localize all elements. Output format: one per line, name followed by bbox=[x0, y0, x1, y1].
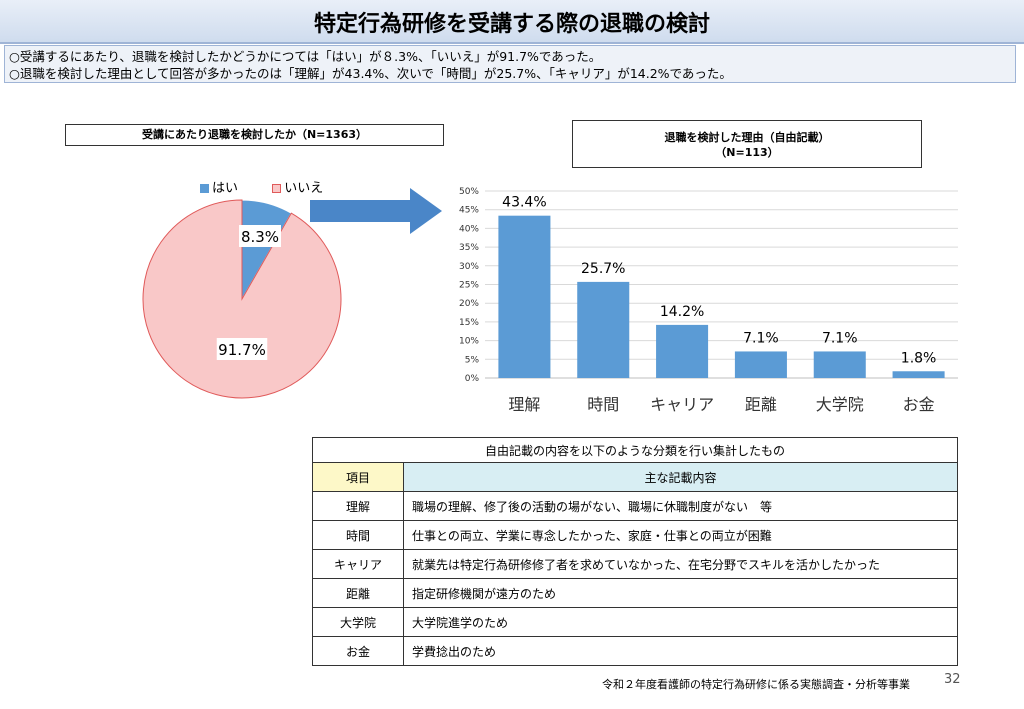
table-row: 大学院 大学院進学のため bbox=[312, 607, 958, 637]
x-category-label-4: 大学院 bbox=[816, 395, 864, 414]
table-cell-item: お金 bbox=[312, 636, 404, 666]
table-row: キャリア 就業先は特定行為研修修了者を求めていなかった、在宅分野でスキルを活かし… bbox=[312, 549, 958, 579]
legend-swatch-yes bbox=[200, 184, 209, 193]
table-caption: 自由記載の内容を以下のような分類を行い集計したもの bbox=[312, 437, 958, 463]
table-row: 時間 仕事との両立、学業に専念したかった、家庭・仕事との両立が困難 bbox=[312, 520, 958, 550]
category-table: 自由記載の内容を以下のような分類を行い集計したもの 項目 主な記載内容 理解 職… bbox=[312, 437, 958, 666]
table-cell-content: 学費捻出のため bbox=[403, 636, 958, 666]
footer-text: 令和２年度看護師の特定行為研修に係る実態調査・分析等事業 bbox=[602, 678, 910, 691]
bar-0 bbox=[498, 215, 551, 378]
x-category-label-1: 時間 bbox=[587, 395, 619, 414]
y-tick-label: 40% bbox=[459, 224, 479, 234]
table-row: 距離 指定研修機関が遠方のため bbox=[312, 578, 958, 608]
arrow-icon bbox=[310, 188, 442, 234]
y-tick-label: 35% bbox=[459, 243, 479, 253]
y-tick-label: 20% bbox=[459, 299, 479, 309]
table-cell-content: 大学院進学のため bbox=[403, 607, 958, 637]
bar-data-label-2: 14.2% bbox=[660, 304, 704, 320]
y-tick-label: 30% bbox=[459, 262, 479, 272]
bar-5 bbox=[892, 371, 945, 378]
table-cell-item: 大学院 bbox=[312, 607, 404, 637]
y-tick-label: 10% bbox=[459, 337, 479, 347]
pie-slice-1 bbox=[142, 199, 342, 399]
summary-box: ○受講するにあたり、退職を検討したかどうかにつては「はい」が８.3%、「いいえ」… bbox=[4, 45, 1016, 83]
page-title: 特定行為研修を受講する際の退職の検討 bbox=[313, 12, 710, 37]
table-row: 理解 職場の理解、修了後の活動の場がない、職場に休職制度がない 等 bbox=[312, 491, 958, 521]
table-cell-content: 職場の理解、修了後の活動の場がない、職場に休職制度がない 等 bbox=[403, 491, 958, 521]
table-cell-item: 時間 bbox=[312, 520, 404, 550]
bar-1 bbox=[577, 281, 630, 378]
table-cell-content: 指定研修機関が遠方のため bbox=[403, 578, 958, 608]
bar-data-label-4: 7.1% bbox=[822, 330, 858, 346]
table-cell-item: キャリア bbox=[312, 549, 404, 579]
y-tick-label: 15% bbox=[459, 318, 479, 328]
pie-title-box: 受講にあたり退職を検討したか（N=1363） bbox=[65, 124, 444, 146]
bar-chart: 0% 5% 10% 15% 20% 25% 30% 35% 40% 45% 50% 43.4% 理解 25… bbox=[459, 187, 958, 414]
x-category-label-3: 距離 bbox=[745, 395, 777, 414]
title-bar bbox=[0, 0, 1024, 44]
x-category-label-2: キャリア bbox=[650, 395, 714, 414]
legend-label-yes: はい bbox=[212, 181, 239, 196]
summary-line-2: ○退職を検討した理由として回答が多かったのは「理解」が43.4%、次いで「時間」… bbox=[9, 66, 732, 81]
bar-2 bbox=[656, 324, 709, 378]
pie-data-label-0: 8.3% bbox=[241, 228, 279, 246]
pie-title: 受講にあたり退職を検討したか（N=1363） bbox=[141, 128, 368, 141]
table-cell-item: 距離 bbox=[312, 578, 404, 608]
x-category-label-0: 理解 bbox=[508, 395, 540, 414]
bar-4 bbox=[813, 351, 866, 378]
bar-title-line-2: （N=113） bbox=[715, 146, 779, 159]
table-row: お金 学費捻出のため bbox=[312, 636, 958, 666]
table-cell-content: 仕事との両立、学業に専念したかった、家庭・仕事との両立が困難 bbox=[403, 520, 958, 550]
pie-legend: はい いいえ bbox=[200, 177, 323, 196]
pie-chart: 8.3% 91.7% bbox=[142, 199, 342, 399]
bar-data-label-0: 43.4% bbox=[502, 195, 546, 211]
y-tick-label: 5% bbox=[465, 355, 480, 365]
pie-data-label-1: 91.7% bbox=[218, 341, 266, 359]
summary-line-1: ○受講するにあたり、退職を検討したかどうかにつては「はい」が８.3%、「いいえ」… bbox=[9, 49, 602, 64]
legend-swatch-no bbox=[272, 184, 282, 193]
bar-title-box: 退職を検討した理由（自由記載） （N=113） bbox=[572, 120, 922, 168]
y-tick-label: 0% bbox=[465, 374, 480, 384]
table-cell-item: 理解 bbox=[312, 491, 404, 521]
bar-data-label-1: 25.7% bbox=[581, 261, 625, 277]
table-header-item: 項目 bbox=[312, 462, 404, 492]
bar-3 bbox=[734, 351, 787, 378]
bar-title-line-1: 退職を検討した理由（自由記載） bbox=[664, 131, 830, 144]
pie-label-bg-1 bbox=[216, 338, 268, 360]
pie-label-bg-0 bbox=[239, 225, 281, 247]
y-tick-label: 45% bbox=[459, 206, 479, 216]
table-cell-content: 就業先は特定行為研修修了者を求めていなかった、在宅分野でスキルを活かしたかった bbox=[403, 549, 958, 579]
bar-data-label-5: 1.8% bbox=[901, 350, 937, 366]
page-number: 32 bbox=[944, 672, 961, 687]
table-header-content: 主な記載内容 bbox=[403, 462, 958, 492]
y-tick-label: 50% bbox=[459, 187, 479, 197]
x-category-label-5: お金 bbox=[903, 395, 935, 414]
legend-label-no: いいえ bbox=[284, 181, 324, 196]
y-tick-label: 25% bbox=[459, 281, 479, 291]
bar-data-label-3: 7.1% bbox=[743, 330, 779, 346]
